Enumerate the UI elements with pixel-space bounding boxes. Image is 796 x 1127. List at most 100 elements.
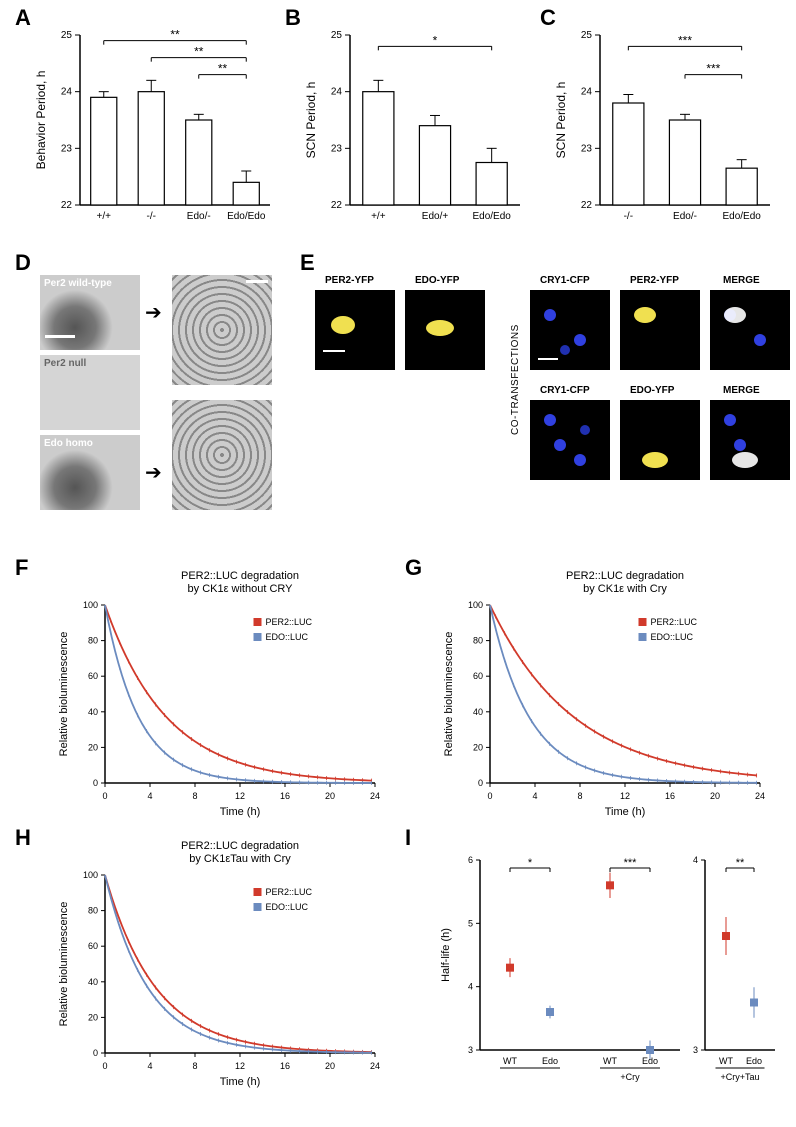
svg-text:12: 12 [620, 791, 630, 801]
svg-text:3: 3 [693, 1045, 698, 1055]
svg-text:25: 25 [581, 30, 593, 41]
svg-text:Edo/+: Edo/+ [422, 211, 449, 222]
label-A: A [15, 5, 31, 31]
svg-text:0: 0 [102, 1061, 107, 1071]
svg-text:8: 8 [577, 791, 582, 801]
e-grid-3: CRY1-CFP [540, 385, 590, 396]
scalebar-d2 [246, 280, 268, 283]
svg-text:***: *** [678, 33, 692, 47]
svg-text:SCN Period, h: SCN Period, h [554, 82, 568, 159]
svg-text:PER2::LUC degradation: PER2::LUC degradation [181, 570, 299, 582]
scn-label-edo: Edo homo [44, 438, 93, 449]
e-grid-5: MERGE [723, 385, 760, 396]
svg-text:24: 24 [755, 791, 765, 801]
e-grid-2: MERGE [723, 275, 760, 286]
arrow-2: ➔ [145, 460, 162, 485]
svg-text:3: 3 [468, 1045, 473, 1055]
e-grid-1: PER2-YFP [630, 275, 679, 286]
label-G: G [405, 555, 422, 581]
svg-text:**: ** [218, 62, 228, 76]
svg-text:6: 6 [468, 855, 473, 865]
svg-text:EDO::LUC: EDO::LUC [266, 902, 309, 912]
e-grid-4: EDO-YFP [630, 385, 674, 396]
svg-text:Time (h): Time (h) [220, 1076, 261, 1088]
label-I: I [405, 825, 411, 851]
svg-text:20: 20 [473, 742, 483, 752]
svg-text:16: 16 [280, 791, 290, 801]
svg-text:Edo/-: Edo/- [673, 211, 697, 222]
svg-text:+Cry+Tau: +Cry+Tau [720, 1072, 759, 1082]
label-F: F [15, 555, 28, 581]
svg-text:Relative bioluminescence: Relative bioluminescence [443, 632, 455, 757]
fluo-merge-2 [710, 400, 790, 480]
svg-text:80: 80 [88, 906, 98, 916]
svg-text:Edo: Edo [746, 1056, 762, 1066]
svg-text:80: 80 [88, 636, 98, 646]
svg-text:100: 100 [83, 600, 98, 610]
svg-text:*: * [433, 33, 438, 47]
svg-text:0: 0 [93, 1048, 98, 1058]
svg-text:Relative bioluminescence: Relative bioluminescence [58, 632, 70, 757]
svg-text:Edo/Edo: Edo/Edo [472, 211, 511, 222]
scn-label-wt: Per2 wild-type [44, 278, 112, 289]
svg-text:Edo: Edo [642, 1056, 658, 1066]
panel-G-chart: PER2::LUC degradationby CK1ε with Cry0 20… [435, 565, 775, 825]
svg-text:PER2::LUC: PER2::LUC [266, 617, 313, 627]
svg-text:100: 100 [83, 870, 98, 880]
svg-text:-/-: -/- [147, 211, 156, 222]
panel-A-chart: 22232425Behavior Period, h+/+-/-Edo/-Edo… [30, 15, 280, 245]
svg-text:PER2::LUC degradation: PER2::LUC degradation [566, 570, 684, 582]
fluo-cry1-2 [530, 400, 610, 480]
svg-text:Half-life (h): Half-life (h) [440, 928, 452, 982]
svg-text:5: 5 [468, 918, 473, 928]
svg-text:Edo/-: Edo/- [187, 211, 211, 222]
svg-text:80: 80 [473, 636, 483, 646]
e-grid-0: CRY1-CFP [540, 275, 590, 286]
svg-text:12: 12 [235, 1061, 245, 1071]
panel-C-chart: 22232425SCN Period, h-/-Edo/-Edo/Edo****… [550, 15, 780, 245]
svg-text:by CK1εTau with Cry: by CK1εTau with Cry [189, 853, 291, 865]
svg-text:EDO::LUC: EDO::LUC [651, 632, 694, 642]
svg-text:Edo/Edo: Edo/Edo [722, 211, 761, 222]
svg-text:20: 20 [325, 1061, 335, 1071]
arrow-1: ➔ [145, 300, 162, 325]
svg-text:by CK1ε with Cry: by CK1ε with Cry [583, 583, 667, 595]
svg-text:Behavior Period, h: Behavior Period, h [34, 71, 48, 170]
svg-text:PER2::LUC: PER2::LUC [266, 887, 313, 897]
svg-text:+/+: +/+ [97, 211, 112, 222]
scalebar-d1 [45, 335, 75, 338]
panel-H-chart: PER2::LUC degradationby CK1εTau with Cry… [50, 835, 390, 1095]
svg-text:24: 24 [61, 87, 73, 98]
svg-text:**: ** [194, 45, 204, 59]
svg-text:**: ** [736, 857, 745, 869]
svg-text:24: 24 [370, 1061, 380, 1071]
svg-text:by CK1ε without CRY: by CK1ε without CRY [188, 583, 294, 595]
svg-text:60: 60 [88, 941, 98, 951]
svg-text:4: 4 [147, 791, 152, 801]
cotrans-label: CO-TRANSFECTIONS [510, 285, 521, 435]
svg-text:23: 23 [581, 143, 593, 154]
svg-text:23: 23 [331, 143, 343, 154]
label-B: B [285, 5, 301, 31]
svg-text:20: 20 [88, 1012, 98, 1022]
svg-text:EDO::LUC: EDO::LUC [266, 632, 309, 642]
svg-text:4: 4 [147, 1061, 152, 1071]
svg-text:22: 22 [581, 200, 593, 211]
svg-text:8: 8 [192, 1061, 197, 1071]
svg-text:23: 23 [61, 143, 73, 154]
fluo-edoyfp-2 [620, 400, 700, 480]
svg-text:PER2::LUC degradation: PER2::LUC degradation [181, 840, 299, 852]
svg-text:Edo: Edo [542, 1056, 558, 1066]
svg-text:100: 100 [468, 600, 483, 610]
svg-text:12: 12 [235, 791, 245, 801]
svg-text:25: 25 [61, 30, 73, 41]
label-E: E [300, 250, 315, 276]
svg-text:0: 0 [478, 778, 483, 788]
svg-text:40: 40 [473, 707, 483, 717]
svg-text:+/+: +/+ [371, 211, 386, 222]
svg-text:Time (h): Time (h) [605, 806, 646, 818]
svg-text:22: 22 [61, 200, 73, 211]
label-D: D [15, 250, 31, 276]
fluo-per2yfp [315, 290, 395, 370]
svg-text:+Cry: +Cry [620, 1072, 640, 1082]
